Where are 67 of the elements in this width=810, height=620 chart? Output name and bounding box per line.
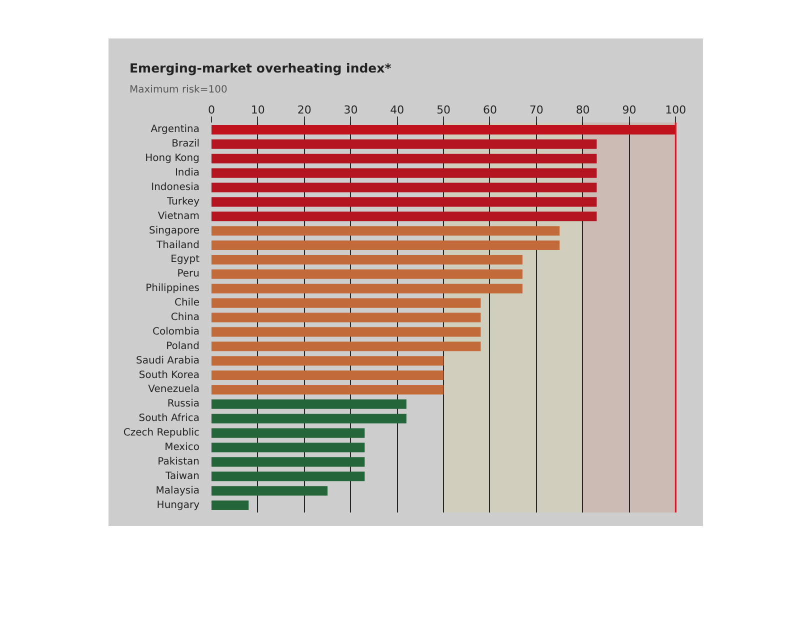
y-tick-label: China: [170, 312, 200, 323]
bar: [212, 124, 676, 134]
bar: [212, 370, 444, 380]
y-tick-label: Turkey: [166, 196, 200, 208]
y-tick-label: Philippines: [146, 283, 200, 294]
bar: [212, 356, 444, 366]
bar: [212, 472, 365, 482]
y-tick-label: Venezuela: [148, 384, 200, 396]
x-tick-label: 60: [482, 104, 497, 116]
bar: [212, 298, 481, 308]
y-tick-label: Mexico: [164, 442, 200, 453]
y-tick-label: Argentina: [150, 124, 200, 136]
bar: [212, 399, 406, 409]
x-tick-label: 0: [208, 104, 215, 116]
y-tick-label: Taiwan: [164, 470, 200, 482]
y-tick-label: Hungary: [156, 500, 200, 511]
bar: [212, 486, 328, 496]
bar: [212, 139, 597, 149]
bar: [212, 154, 597, 164]
y-tick-label: Chile: [174, 298, 200, 309]
y-tick-label: Hong Kong: [145, 153, 200, 164]
bar: [212, 327, 481, 337]
y-tick-label: Czech Republic: [123, 428, 200, 439]
x-tick-label: 50: [436, 104, 451, 116]
y-tick-label: Brazil: [172, 138, 200, 150]
bar: [212, 428, 365, 438]
bar: [212, 342, 481, 352]
bar: [212, 212, 597, 222]
y-tick-label: South Africa: [138, 413, 200, 424]
y-tick-label: Thailand: [156, 240, 200, 251]
y-tick-label: Russia: [167, 398, 200, 410]
chart-title: Emerging-market overheating index*: [130, 60, 392, 76]
bar: [212, 384, 444, 394]
y-tick-label: Poland: [166, 340, 200, 352]
bar: [212, 240, 560, 250]
bar: [212, 182, 597, 192]
bar: [212, 312, 481, 322]
y-tick-label: Colombia: [152, 326, 200, 338]
y-tick-label: Malaysia: [156, 485, 200, 496]
x-tick-label: 20: [297, 104, 312, 116]
bar: [212, 284, 522, 294]
chart-subtitle: Maximum risk=100: [130, 84, 228, 96]
x-tick-label: 30: [344, 104, 358, 116]
bar: [212, 269, 522, 279]
bar: [212, 226, 560, 236]
bar: [212, 168, 597, 178]
bar: [212, 197, 597, 207]
x-tick-label: 10: [250, 104, 265, 116]
bar: [212, 457, 365, 467]
x-tick-label: 90: [622, 104, 636, 116]
x-tick-label: 40: [390, 104, 404, 116]
bar: [212, 414, 406, 424]
x-tick-label: 100: [665, 104, 686, 116]
y-tick-label: Peru: [177, 268, 200, 280]
bar: [212, 500, 249, 510]
y-tick-label: India: [174, 168, 200, 179]
bar: [212, 442, 365, 452]
y-tick-label: Egypt: [170, 254, 200, 266]
y-tick-label: Singapore: [149, 225, 200, 236]
y-tick-label: Pakistan: [158, 456, 200, 468]
bar: [212, 254, 522, 264]
y-tick-label: South Korea: [138, 370, 200, 381]
y-tick-label: Saudi Arabia: [136, 355, 200, 366]
x-tick-label: 70: [529, 104, 544, 116]
y-tick-label: Indonesia: [151, 182, 200, 193]
x-tick-label: 80: [576, 104, 590, 116]
y-tick-label: Vietnam: [158, 210, 200, 222]
